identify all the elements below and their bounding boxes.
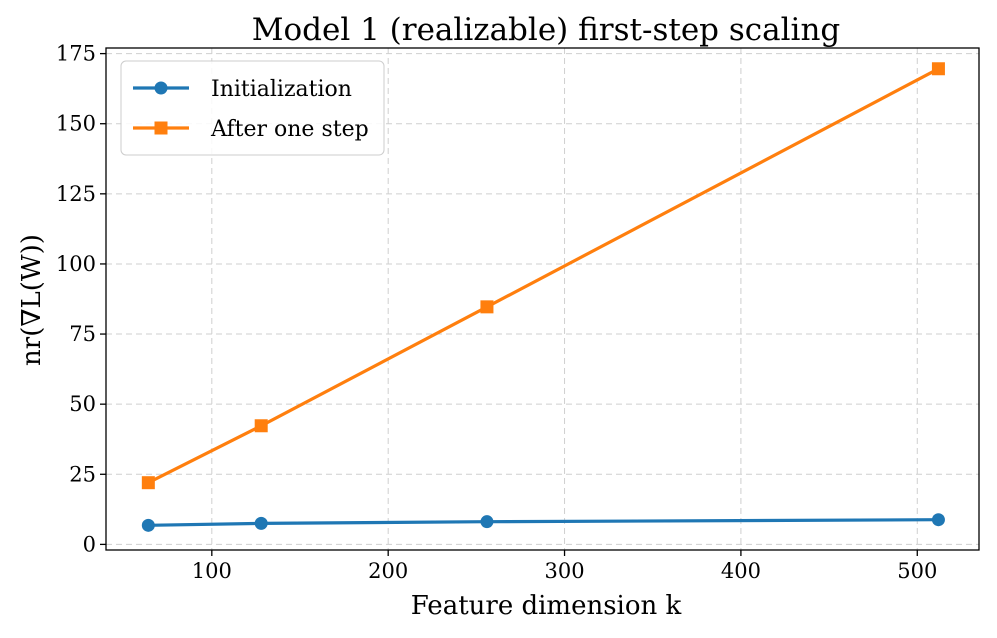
tick-layer: 100 200 300 400 500 0 25 50 75 100 125 150 175	[56, 42, 937, 583]
legend-box	[120, 60, 385, 156]
y-tick-label: 125	[56, 182, 96, 206]
y-tick-label: 150	[56, 112, 96, 136]
legend-label-initialization: Initialization	[211, 77, 352, 102]
x-tick-label: 400	[721, 559, 761, 583]
legend: Initialization After one step	[120, 60, 385, 156]
data-point-after-one-step	[254, 419, 268, 433]
y-tick-label: 25	[69, 462, 96, 486]
data-point-after-one-step	[141, 476, 155, 490]
series-line-after-one-step	[146, 67, 941, 485]
chart-title: Model 1 (realizable) first-step scaling	[252, 12, 841, 48]
plot-frame	[105, 47, 980, 551]
y-tick-label: 175	[56, 42, 96, 66]
x-tick-label: 100	[192, 559, 232, 583]
legend-label-after-one-step: After one step	[210, 117, 369, 142]
series-line-initialization	[146, 518, 941, 527]
y-axis-label: nr(∇L(W))	[17, 234, 47, 366]
data-point-initialization	[141, 518, 155, 532]
y-tick-label: 75	[69, 322, 96, 346]
data-point-initialization	[931, 513, 945, 527]
x-tick-label: 500	[897, 559, 937, 583]
y-tick-label: 100	[56, 252, 96, 276]
data-point-initialization	[254, 516, 268, 530]
y-tick-label: 50	[69, 392, 96, 416]
y-tick-label: 0	[83, 532, 96, 556]
series-layer	[141, 62, 945, 532]
data-point-after-one-step	[931, 62, 945, 76]
data-point-initialization	[480, 515, 494, 529]
x-axis-label: Feature dimension k	[411, 591, 682, 621]
x-tick-label: 300	[544, 559, 584, 583]
legend-marker-initialization	[154, 81, 168, 95]
legend-marker-after-one-step	[154, 121, 168, 135]
x-tick-label: 200	[368, 559, 408, 583]
data-point-after-one-step	[480, 300, 494, 314]
